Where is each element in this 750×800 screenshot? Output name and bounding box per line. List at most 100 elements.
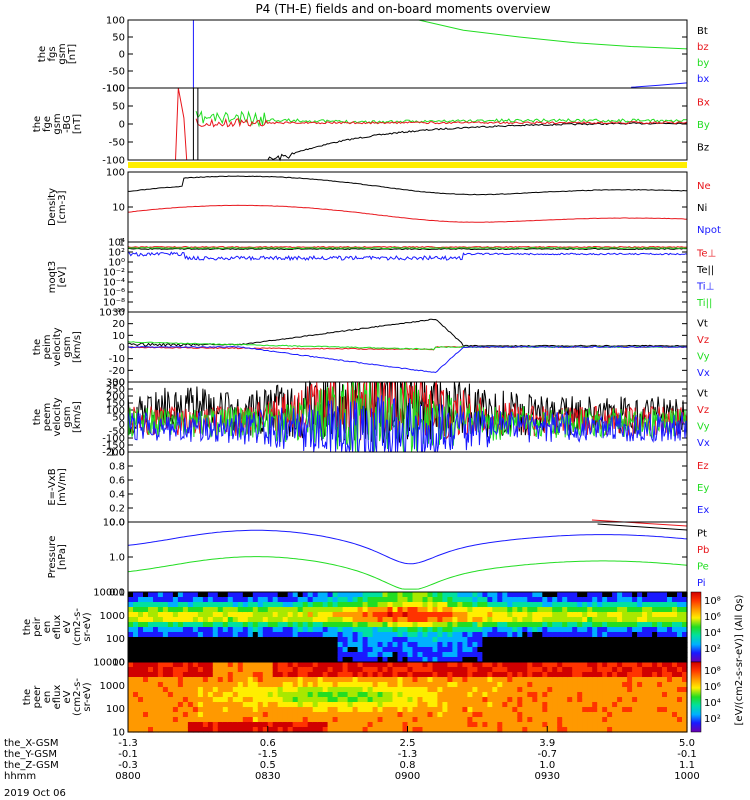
spectrogram-cell xyxy=(447,642,453,648)
spectrogram-cell xyxy=(557,647,563,653)
spectrogram-cell xyxy=(627,717,633,723)
spectrogram-cell xyxy=(477,707,483,713)
spectrogram-cell xyxy=(557,717,563,723)
spectrogram-cell xyxy=(317,722,324,728)
spectrogram-cell xyxy=(542,717,548,723)
spectrogram-cell xyxy=(242,717,249,723)
spectrogram-cell xyxy=(192,652,199,658)
spectrogram-cell xyxy=(362,592,369,598)
spectrogram-cell xyxy=(647,672,653,678)
y-tick-label: 10⁻⁶ xyxy=(103,288,125,299)
spectrogram-cell xyxy=(437,642,443,648)
spectrogram-cell xyxy=(217,592,224,598)
spectrogram-cell xyxy=(397,707,404,713)
spectrogram-cell xyxy=(292,672,299,678)
spectrogram-cell xyxy=(357,607,364,613)
spectrogram-cell xyxy=(677,622,683,628)
spectrogram-cell xyxy=(562,702,568,708)
y-tick-label: -10 xyxy=(109,354,125,365)
spectrogram-cell xyxy=(352,647,359,653)
spectrogram-cell xyxy=(602,622,608,628)
spectrogram-cell xyxy=(547,722,553,728)
y-axis-label: [nT] xyxy=(67,44,78,64)
spectrogram-cell xyxy=(522,642,528,648)
spectrogram-cell xyxy=(477,627,483,633)
spectrogram-cell xyxy=(532,627,538,633)
spectrogram-cell xyxy=(317,632,324,638)
spectrogram-cell xyxy=(337,667,344,673)
spectrogram-cell xyxy=(407,602,414,608)
spectrogram-cell xyxy=(372,657,379,663)
spectrogram-cell xyxy=(227,687,234,693)
spectrogram-cell xyxy=(148,627,154,633)
spectrogram-cell xyxy=(162,642,169,648)
spectrogram-cell xyxy=(532,602,538,608)
series-ne xyxy=(128,204,688,223)
spectrogram-cell xyxy=(522,632,528,638)
spectrogram-cell xyxy=(502,692,508,698)
y-tick-label: -100 xyxy=(102,434,125,445)
spectrogram-cell xyxy=(357,712,364,718)
spectrogram-cell xyxy=(297,657,304,663)
spectrogram-cell xyxy=(472,612,478,618)
spectrogram-cell xyxy=(222,612,229,618)
spectrogram-cell xyxy=(652,697,658,703)
spectrogram-cell xyxy=(447,617,453,623)
spectrogram-cell xyxy=(632,652,638,658)
spectrogram-cell xyxy=(232,612,239,618)
legend-vt: Vt xyxy=(697,318,708,329)
spectrogram-cell xyxy=(312,677,319,683)
spectrogram-cell xyxy=(292,637,299,643)
spectrogram-cell xyxy=(452,637,458,643)
spectrogram-cell xyxy=(277,727,284,733)
spectrogram-cell xyxy=(212,647,219,653)
spectrogram-cell xyxy=(477,642,483,648)
spectrogram-cell xyxy=(437,677,443,683)
figure-date: 2019 Oct 06 xyxy=(4,788,66,799)
spectrogram-cell xyxy=(187,637,194,643)
spectrogram-cell xyxy=(617,607,623,613)
spectrogram-cell xyxy=(357,682,364,688)
spectrogram-cell xyxy=(377,627,384,633)
spectrogram-cell xyxy=(332,697,339,703)
spectrogram-cell xyxy=(637,692,643,698)
spectrogram-cell xyxy=(262,722,269,728)
spectrogram-cell xyxy=(287,662,294,668)
spectrogram-cell xyxy=(212,712,219,718)
spectrogram-cell xyxy=(153,617,159,623)
spectrogram-cell xyxy=(447,652,453,658)
series-vy xyxy=(127,380,688,453)
spectrogram-cell xyxy=(182,637,189,643)
spectrogram-cell xyxy=(542,727,548,733)
spectrogram-cell xyxy=(517,672,523,678)
spectrogram-cell xyxy=(128,727,134,733)
spectrogram-cell xyxy=(632,692,638,698)
spectrogram-cell xyxy=(212,642,219,648)
spectrogram-cell xyxy=(552,712,558,718)
spectrogram-cell xyxy=(497,617,503,623)
spectrogram-cell xyxy=(242,687,249,693)
spectrogram-cell xyxy=(197,637,204,643)
spectrogram-cell xyxy=(317,622,324,628)
spectrogram-cell xyxy=(212,702,219,708)
spectrogram-cell xyxy=(148,672,154,678)
spectrogram-cell xyxy=(153,597,159,603)
spectrogram-cell xyxy=(432,682,439,688)
spectrogram-cell xyxy=(457,722,463,728)
spectrogram-cell xyxy=(272,717,279,723)
legend-vy: Vy xyxy=(697,421,710,432)
spectrogram-cell xyxy=(612,652,618,658)
spectrogram-cell xyxy=(307,662,314,668)
spectrogram-cell xyxy=(297,712,304,718)
spectrogram-cell xyxy=(382,667,389,673)
spectrogram-cell xyxy=(302,647,309,653)
spectrogram-cell xyxy=(572,687,578,693)
spectrogram-cell xyxy=(677,722,683,728)
spectrogram-cell xyxy=(197,597,204,603)
spectrogram-cell xyxy=(567,692,573,698)
spectrogram-cell xyxy=(402,662,409,668)
spectrogram-cell xyxy=(592,612,598,618)
spectrogram-cell xyxy=(487,647,493,653)
spectrogram-cell xyxy=(607,637,613,643)
spectrogram-cell xyxy=(277,687,284,693)
